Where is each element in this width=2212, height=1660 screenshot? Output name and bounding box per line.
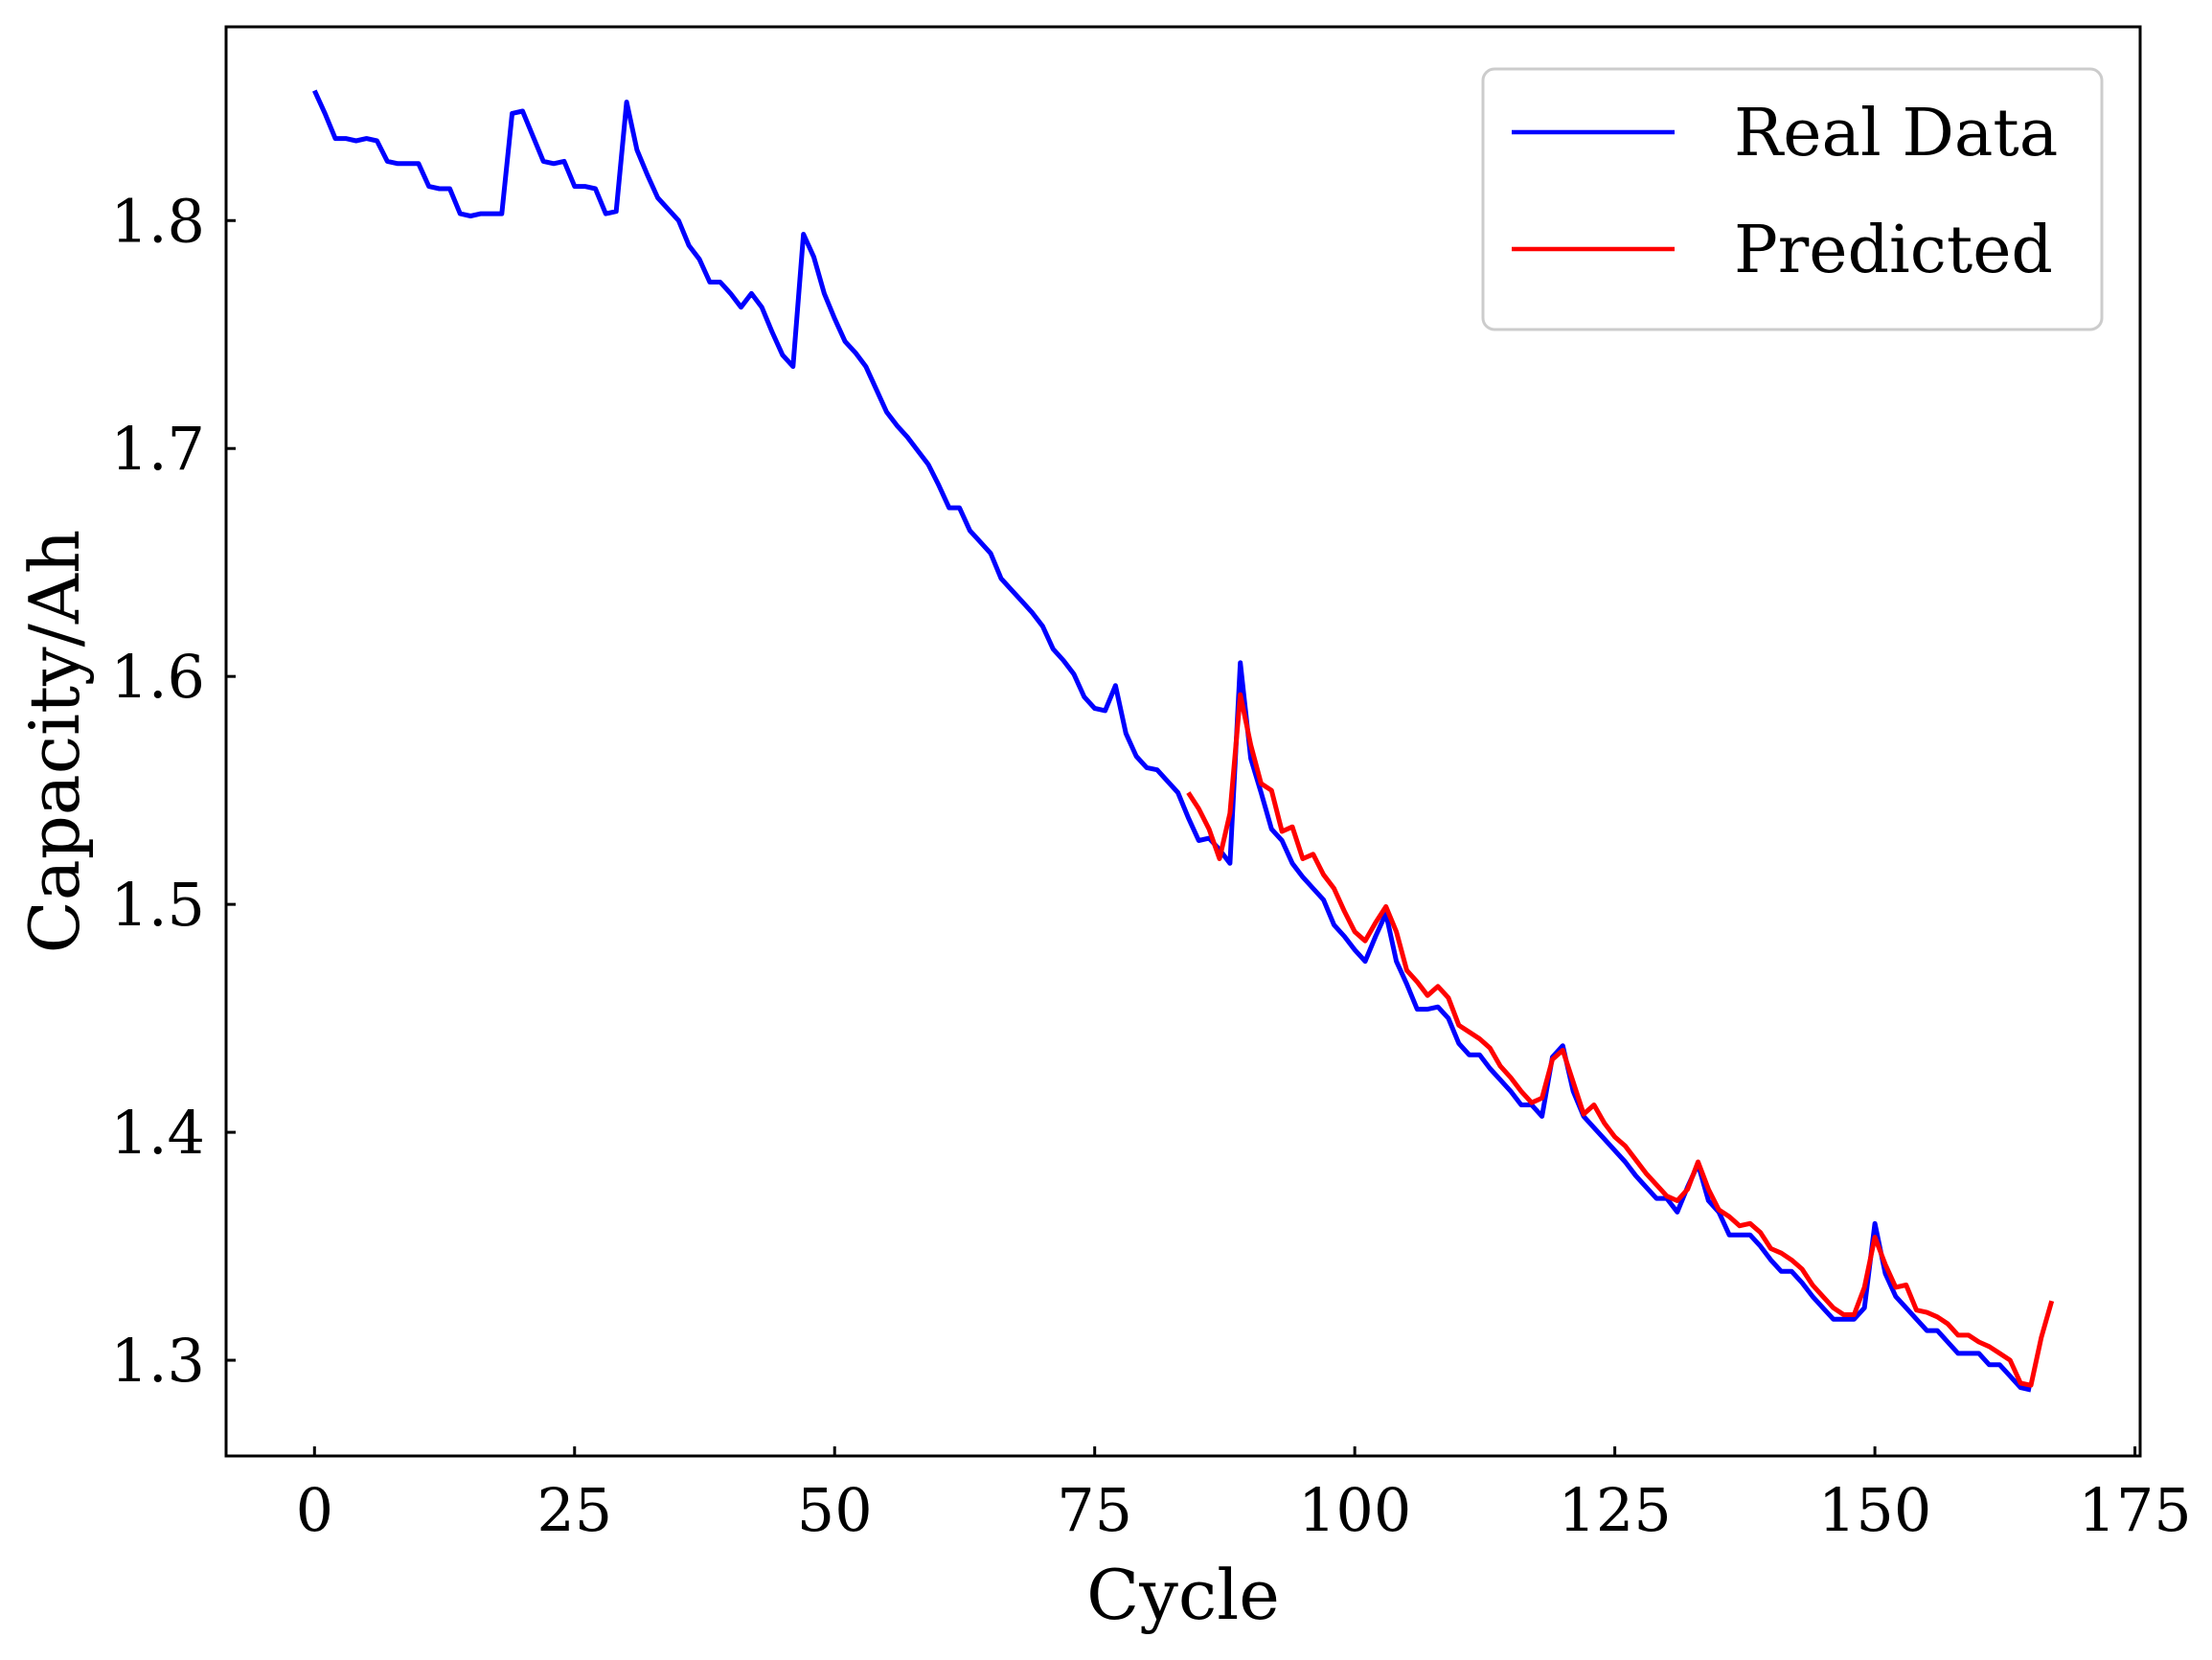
legend-label-real-data: Real Data (1734, 96, 2058, 171)
y-axis-ticks: 1.3 1.4 1.5 1.6 1.7 1.8 (110, 186, 236, 1396)
legend-label-predicted: Predicted (1734, 213, 2053, 288)
y-tick-label: 1.8 (110, 186, 205, 256)
series-layer (312, 89, 2055, 1393)
y-tick-label: 1.3 (110, 1326, 205, 1396)
x-tick-label: 50 (797, 1475, 873, 1545)
y-axis-title: Capacity/Ah (14, 530, 95, 954)
x-tick-label: 0 (296, 1475, 333, 1545)
x-axis-ticks: 0 25 50 75 100 125 150 175 (296, 1446, 2192, 1545)
x-tick-label: 75 (1057, 1475, 1132, 1545)
x-tick-label: 25 (536, 1475, 612, 1545)
y-tick-label: 1.5 (110, 870, 205, 940)
x-tick-label: 175 (2078, 1475, 2191, 1545)
y-tick-label: 1.6 (110, 642, 205, 712)
x-tick-label: 100 (1298, 1475, 1411, 1545)
x-axis-title: Cycle (1086, 1555, 1280, 1635)
x-tick-label: 150 (1818, 1475, 1931, 1545)
series-line-real-data (312, 89, 2032, 1393)
x-tick-label: 125 (1558, 1475, 1671, 1545)
legend: Real Data Predicted (1481, 67, 2104, 331)
plot-frame (224, 25, 2142, 1458)
series-line-predicted (1186, 692, 2055, 1388)
y-tick-label: 1.4 (110, 1098, 205, 1168)
y-tick-label: 1.7 (110, 414, 205, 484)
